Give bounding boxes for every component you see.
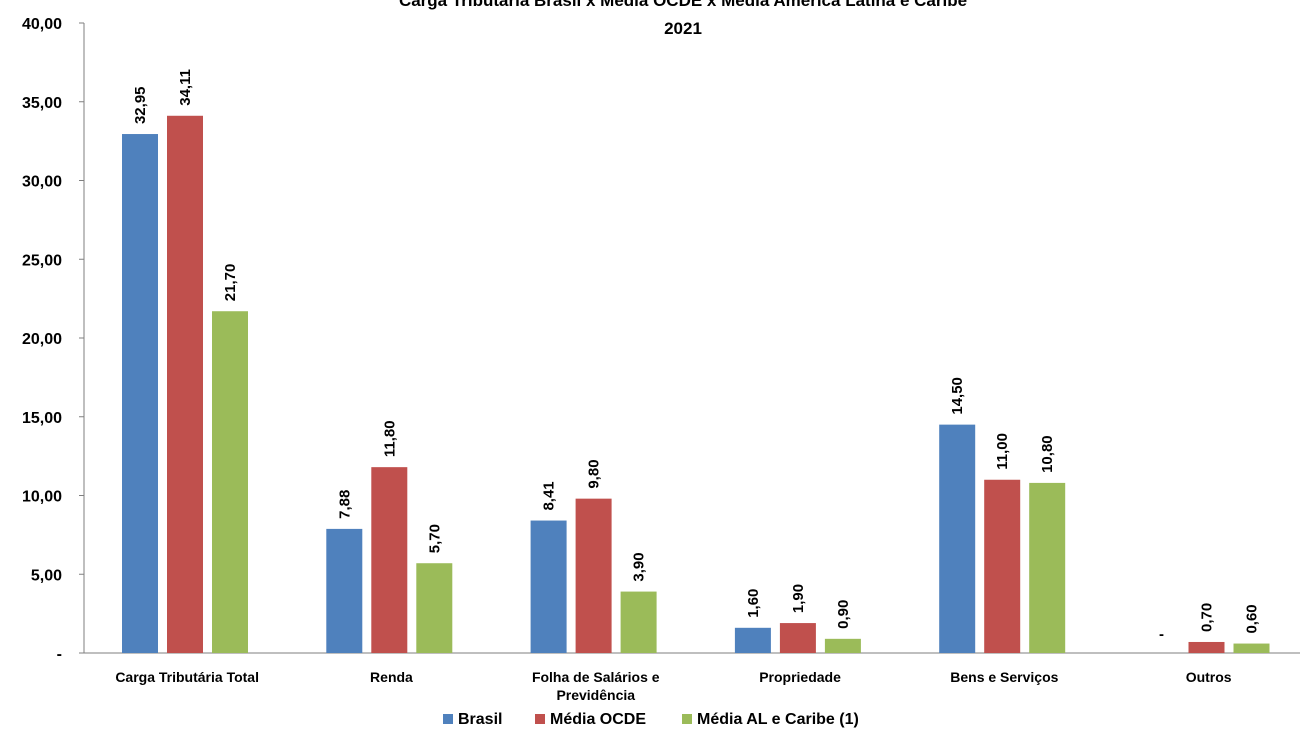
bar-value-label: 32,95	[132, 86, 149, 124]
bar	[1233, 643, 1270, 653]
bar-value-label: 34,11	[177, 69, 194, 106]
bar-value-label: -	[1159, 626, 1164, 643]
x-category-label: Outros	[1186, 669, 1232, 685]
bar	[779, 623, 816, 653]
y-tick-label: 30,00	[22, 174, 62, 191]
legend: Brasil Média OCDE Média AL e Caribe (1)	[443, 711, 859, 728]
bar-value-label: 7,88	[336, 490, 353, 519]
bar	[1029, 482, 1066, 653]
bar-value-label: 9,80	[586, 459, 603, 488]
bar-value-label: 3,90	[631, 552, 648, 581]
x-category-label: Folha de Salários e	[532, 669, 660, 685]
legend-swatch	[682, 714, 692, 724]
bar-value-label: 8,41	[541, 481, 558, 510]
bar-value-label: 14,50	[949, 377, 966, 415]
y-tick-label: 35,00	[22, 95, 62, 112]
legend-swatch	[443, 714, 453, 724]
plot-area: - 5,00 10,00 15,00 20,00 25,00 30,00 35,00 40,00…	[22, 16, 1300, 703]
bar	[371, 467, 408, 653]
x-category-label: Previdência	[556, 687, 635, 703]
bar-value-label: 5,70	[426, 524, 443, 553]
y-tick-label: 10,00	[22, 489, 62, 506]
bar	[122, 134, 158, 654]
bar-value-label: 21,70	[222, 264, 239, 302]
legend-label: Média OCDE	[550, 711, 646, 728]
bar	[416, 563, 453, 653]
bar-value-label: 11,00	[994, 433, 1011, 470]
bar	[620, 591, 657, 653]
y-tick-label: 25,00	[22, 252, 62, 269]
bar	[326, 528, 363, 653]
bar-value-label: 0,90	[835, 600, 852, 629]
chart-subtitle: 2021	[664, 19, 702, 38]
y-tick-label: -	[57, 646, 62, 663]
bar	[1188, 641, 1225, 653]
y-tick-label: 15,00	[22, 410, 62, 427]
bar-value-label: 11,80	[381, 420, 398, 457]
bar	[167, 115, 203, 653]
bar	[984, 479, 1021, 653]
legend-label: Brasil	[458, 711, 502, 728]
legend-label: Média AL e Caribe (1)	[697, 711, 859, 728]
bar-value-label: 0,70	[1199, 603, 1216, 632]
bar	[575, 498, 612, 653]
y-tick-label: 20,00	[22, 331, 62, 348]
bar-value-label: 10,80	[1039, 435, 1056, 473]
legend-swatch	[535, 714, 545, 724]
y-tick-label: 5,00	[31, 567, 62, 584]
x-category-label: Renda	[370, 669, 413, 685]
y-tick-label: 40,00	[22, 16, 62, 33]
bar-value-label: 1,90	[790, 584, 807, 613]
x-category-label: Bens e Serviços	[950, 669, 1058, 685]
bar	[939, 424, 976, 653]
bar	[734, 627, 771, 653]
bar-value-label: 0,60	[1244, 604, 1261, 633]
bar	[530, 520, 567, 653]
x-category-label: Propriedade	[759, 669, 841, 685]
x-category-label: Carga Tributária Total	[115, 669, 259, 685]
chart-title: Carga Tributária Brasil x Média OCDE x M…	[399, 0, 967, 10]
bar	[824, 638, 861, 653]
bar	[212, 311, 248, 653]
bar-value-label: 1,60	[745, 589, 762, 618]
